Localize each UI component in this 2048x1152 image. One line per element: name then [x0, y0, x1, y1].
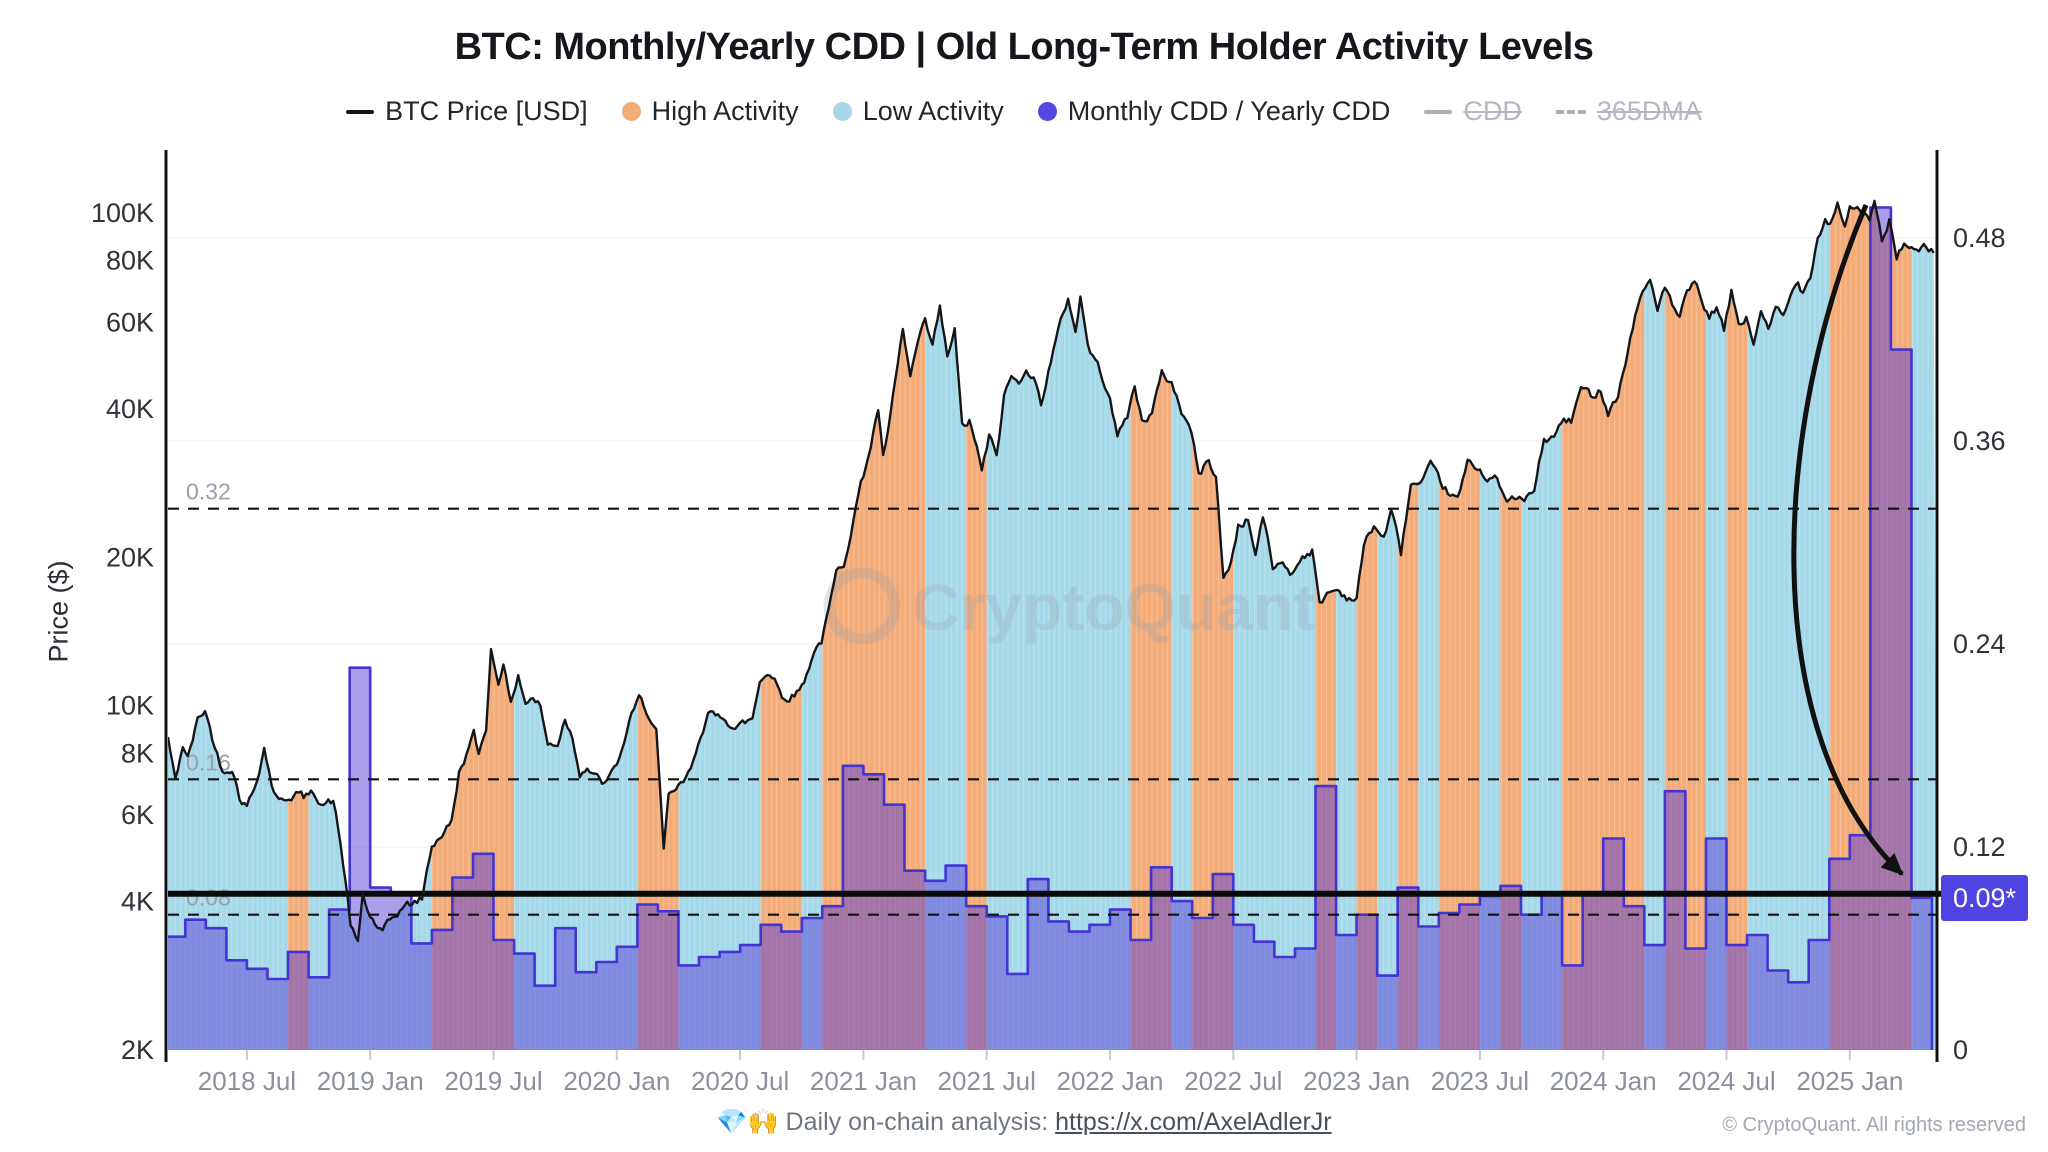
circle-marker-icon — [621, 102, 641, 121]
y-right-tick-label: 0.24 — [1953, 629, 2006, 659]
legend-item-monthly-cdd-yearly-cdd[interactable]: Monthly CDD / Yearly CDD — [1037, 96, 1391, 127]
x-tick-label: 2021 Jul — [938, 1066, 1036, 1096]
page-title: BTC: Monthly/Yearly CDD | Old Long-Term … — [454, 26, 1594, 68]
y-left-tick-label: 80K — [106, 246, 154, 276]
x-tick-label: 2020 Jul — [691, 1066, 789, 1096]
x-tick-label: 2021 Jan — [810, 1066, 917, 1096]
x-tick-label: 2024 Jul — [1677, 1066, 1775, 1096]
legend-item-label: CDD — [1463, 96, 1522, 126]
y-right-tick-label: 0.12 — [1953, 832, 2006, 862]
chart-legend: BTC Price [USD] High Activity Low Activity… — [0, 96, 2048, 127]
legend-item-label: Low Activity — [862, 96, 1004, 126]
copyright-text: © CryptoQuant. All rights reserved — [1722, 1114, 2026, 1136]
y-left-tick-label: 2K — [121, 1035, 154, 1065]
cdd-bars-fill — [168, 207, 1932, 1050]
footer-note: 💎🙌 Daily on-chain analysis: https://x.co… — [0, 1108, 2048, 1137]
x-tick-label: 2025 Jan — [1796, 1066, 1903, 1096]
y-left-tick-label: 10K — [106, 691, 154, 721]
footer-note-text: 💎🙌 Daily on-chain analysis: — [716, 1108, 1056, 1136]
footer-author-link[interactable]: https://x.com/AxelAdlerJr — [1055, 1108, 1332, 1136]
y-left-tick-label: 8K — [121, 738, 154, 768]
threshold-label: 0.08 — [186, 885, 231, 911]
x-tick-label: 2023 Jan — [1303, 1066, 1410, 1096]
y-left-tick-label: 4K — [121, 887, 154, 917]
y-right-tick-label: 0.48 — [1953, 223, 2006, 253]
cdd-bars-outline — [168, 206, 1934, 1050]
y-right-tick-label: 0.36 — [1953, 426, 2006, 456]
threshold-label: 0.32 — [186, 479, 231, 505]
legend-item-label: Monthly CDD / Yearly CDD — [1067, 96, 1391, 126]
legend-item-high-activity[interactable]: High Activity — [621, 96, 799, 127]
y-left-tick-label: 100K — [91, 198, 154, 228]
annotation-arrow — [1791, 204, 1904, 876]
y-right-tick-label: 0 — [1953, 1035, 1968, 1065]
y-left-tick-label: 40K — [106, 394, 154, 424]
x-tick-label: 2023 Jul — [1431, 1066, 1529, 1096]
line-marker-icon — [1424, 109, 1453, 114]
circle-marker-icon — [832, 102, 852, 121]
x-tick-label: 2019 Jul — [444, 1066, 542, 1096]
legend-item-low-activity[interactable]: Low Activity — [832, 96, 1004, 127]
legend-item-label: High Activity — [651, 96, 799, 126]
x-tick-label: 2022 Jul — [1184, 1066, 1282, 1096]
legend-item-label: 365DMA — [1596, 96, 1702, 126]
svg-text:CryptoQuant: CryptoQuant — [912, 570, 1315, 644]
btc-price-line — [168, 199, 1935, 943]
line-marker-icon — [346, 109, 375, 114]
circle-marker-icon — [1037, 102, 1057, 121]
dash-marker-icon — [1555, 109, 1586, 114]
x-tick-label: 2018 Jul — [198, 1066, 296, 1096]
x-tick-label: 2024 Jan — [1550, 1066, 1657, 1096]
x-tick-label: 2019 Jan — [317, 1066, 424, 1096]
legend-item-label: BTC Price [USD] — [385, 96, 588, 126]
legend-item-btc-price-usd[interactable]: BTC Price [USD] — [346, 96, 588, 127]
legend-item-cdd[interactable]: CDD — [1424, 96, 1522, 127]
legend-item-365dma[interactable]: 365DMA — [1555, 96, 1702, 127]
y-left-tick-label: 6K — [121, 800, 154, 830]
highlight-value-badge: 0.09* — [1941, 875, 2029, 921]
x-tick-label: 2022 Jan — [1057, 1066, 1164, 1096]
x-tick-label: 2020 Jan — [563, 1066, 670, 1096]
y-left-tick-label: 60K — [106, 307, 154, 337]
y-left-tick-label: 20K — [106, 542, 154, 572]
